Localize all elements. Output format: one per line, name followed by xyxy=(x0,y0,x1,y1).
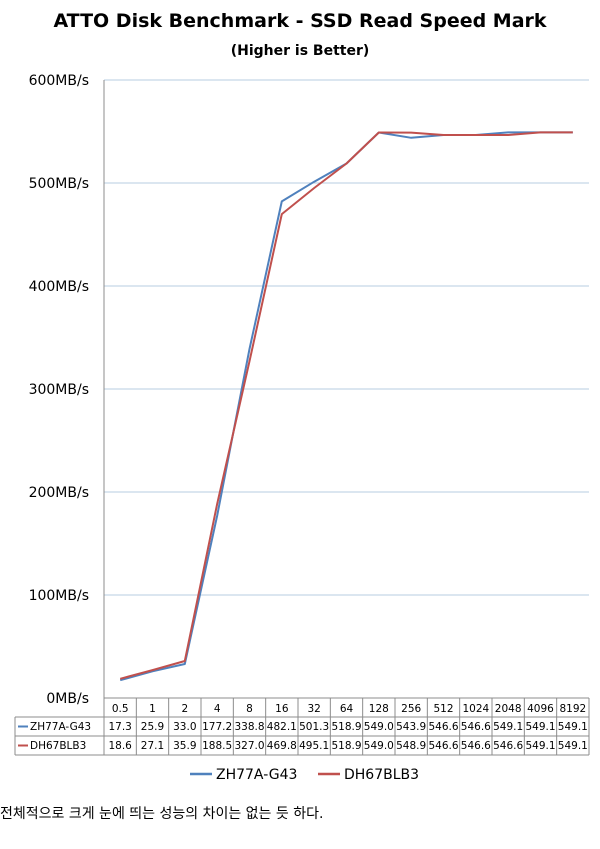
data-cell: 327.0 xyxy=(234,740,264,752)
row-series-name: DH67BLB3 xyxy=(30,740,86,752)
data-cell: 17.3 xyxy=(108,721,131,733)
x-category-label: 32 xyxy=(307,703,320,715)
data-cell: 35.9 xyxy=(173,740,196,752)
x-category-label: 64 xyxy=(340,703,354,715)
data-table: 0.5 1 2 4 8 16 32 64 128 256 512 1024 2048 4096 8192 ZH… xyxy=(14,697,590,756)
data-cell: 549.0 xyxy=(364,721,394,733)
x-category-label: 16 xyxy=(275,703,289,715)
row-series-name: ZH77A-G43 xyxy=(30,721,91,733)
data-cell: 549.0 xyxy=(364,740,394,752)
x-category-label: 4096 xyxy=(527,703,554,715)
data-cell: 18.6 xyxy=(108,740,132,752)
data-cell: 549.1 xyxy=(525,740,555,752)
x-category-label: 256 xyxy=(401,703,421,715)
data-cell: 549.1 xyxy=(493,721,523,733)
y-tick-label: 200MB/s xyxy=(29,485,89,501)
series-line xyxy=(119,131,573,682)
data-cell: 546.6 xyxy=(461,721,491,733)
data-cell: 546.6 xyxy=(493,740,523,752)
chart-title: ATTO Disk Benchmark - SSD Read Speed Mar… xyxy=(53,10,546,32)
data-cell: 549.1 xyxy=(558,721,588,733)
data-cell: 501.3 xyxy=(299,721,329,733)
data-cell: 546.6 xyxy=(428,721,458,733)
data-cell: 518.9 xyxy=(331,721,361,733)
data-cell: 549.1 xyxy=(525,721,555,733)
data-cell: 548.9 xyxy=(396,740,426,752)
data-cell: 27.1 xyxy=(141,740,164,752)
y-tick-label: 300MB/s xyxy=(29,382,89,398)
y-tick-label: 400MB/s xyxy=(29,279,89,295)
data-cell: 338.8 xyxy=(234,721,264,733)
data-cell: 33.0 xyxy=(173,721,196,733)
chart-subtitle: (Higher is Better) xyxy=(231,43,370,59)
x-category-label: 512 xyxy=(433,703,453,715)
y-tick-label: 100MB/s xyxy=(29,588,89,604)
y-tick-label: 600MB/s xyxy=(29,73,89,89)
data-cell: 543.9 xyxy=(396,721,426,733)
legend: ZH77A-G43 DH67BLB3 xyxy=(190,767,419,783)
x-category-label: 2048 xyxy=(495,703,522,715)
x-category-label: 8192 xyxy=(559,703,586,715)
x-category-label: 1024 xyxy=(462,703,489,715)
series-line xyxy=(119,131,573,680)
data-cell: 469.8 xyxy=(267,740,297,752)
x-category-label: 1 xyxy=(149,703,156,715)
gridlines xyxy=(104,79,589,596)
data-cell: 177.2 xyxy=(202,721,232,733)
data-cell: 549.1 xyxy=(558,740,588,752)
chart: ATTO Disk Benchmark - SSD Read Speed Mar… xyxy=(14,10,590,783)
data-cell: 188.5 xyxy=(202,740,232,752)
data-cell: 482.1 xyxy=(267,721,297,733)
data-cell: 25.9 xyxy=(141,721,164,733)
series-lines xyxy=(119,131,573,682)
x-category-label: 0.5 xyxy=(112,703,129,715)
x-category-label: 4 xyxy=(214,703,221,715)
y-axis: 0MB/s 100MB/s 200MB/s 300MB/s 400MB/s 500MB/s… xyxy=(29,73,105,707)
legend-label: ZH77A-G43 xyxy=(216,767,297,783)
y-tick-label: 0MB/s xyxy=(46,691,89,707)
data-cell: 495.1 xyxy=(299,740,329,752)
data-cell: 546.6 xyxy=(428,740,458,752)
data-cell: 546.6 xyxy=(461,740,491,752)
caption-text: 전체적으로 크게 눈에 띄는 성능의 차이는 없는 듯 하다. xyxy=(0,806,324,822)
x-category-label: 128 xyxy=(369,703,389,715)
data-cell: 518.9 xyxy=(331,740,361,752)
y-tick-label: 500MB/s xyxy=(29,176,89,192)
x-category-label: 8 xyxy=(246,703,253,715)
legend-label: DH67BLB3 xyxy=(344,767,419,783)
x-category-label: 2 xyxy=(181,703,188,715)
